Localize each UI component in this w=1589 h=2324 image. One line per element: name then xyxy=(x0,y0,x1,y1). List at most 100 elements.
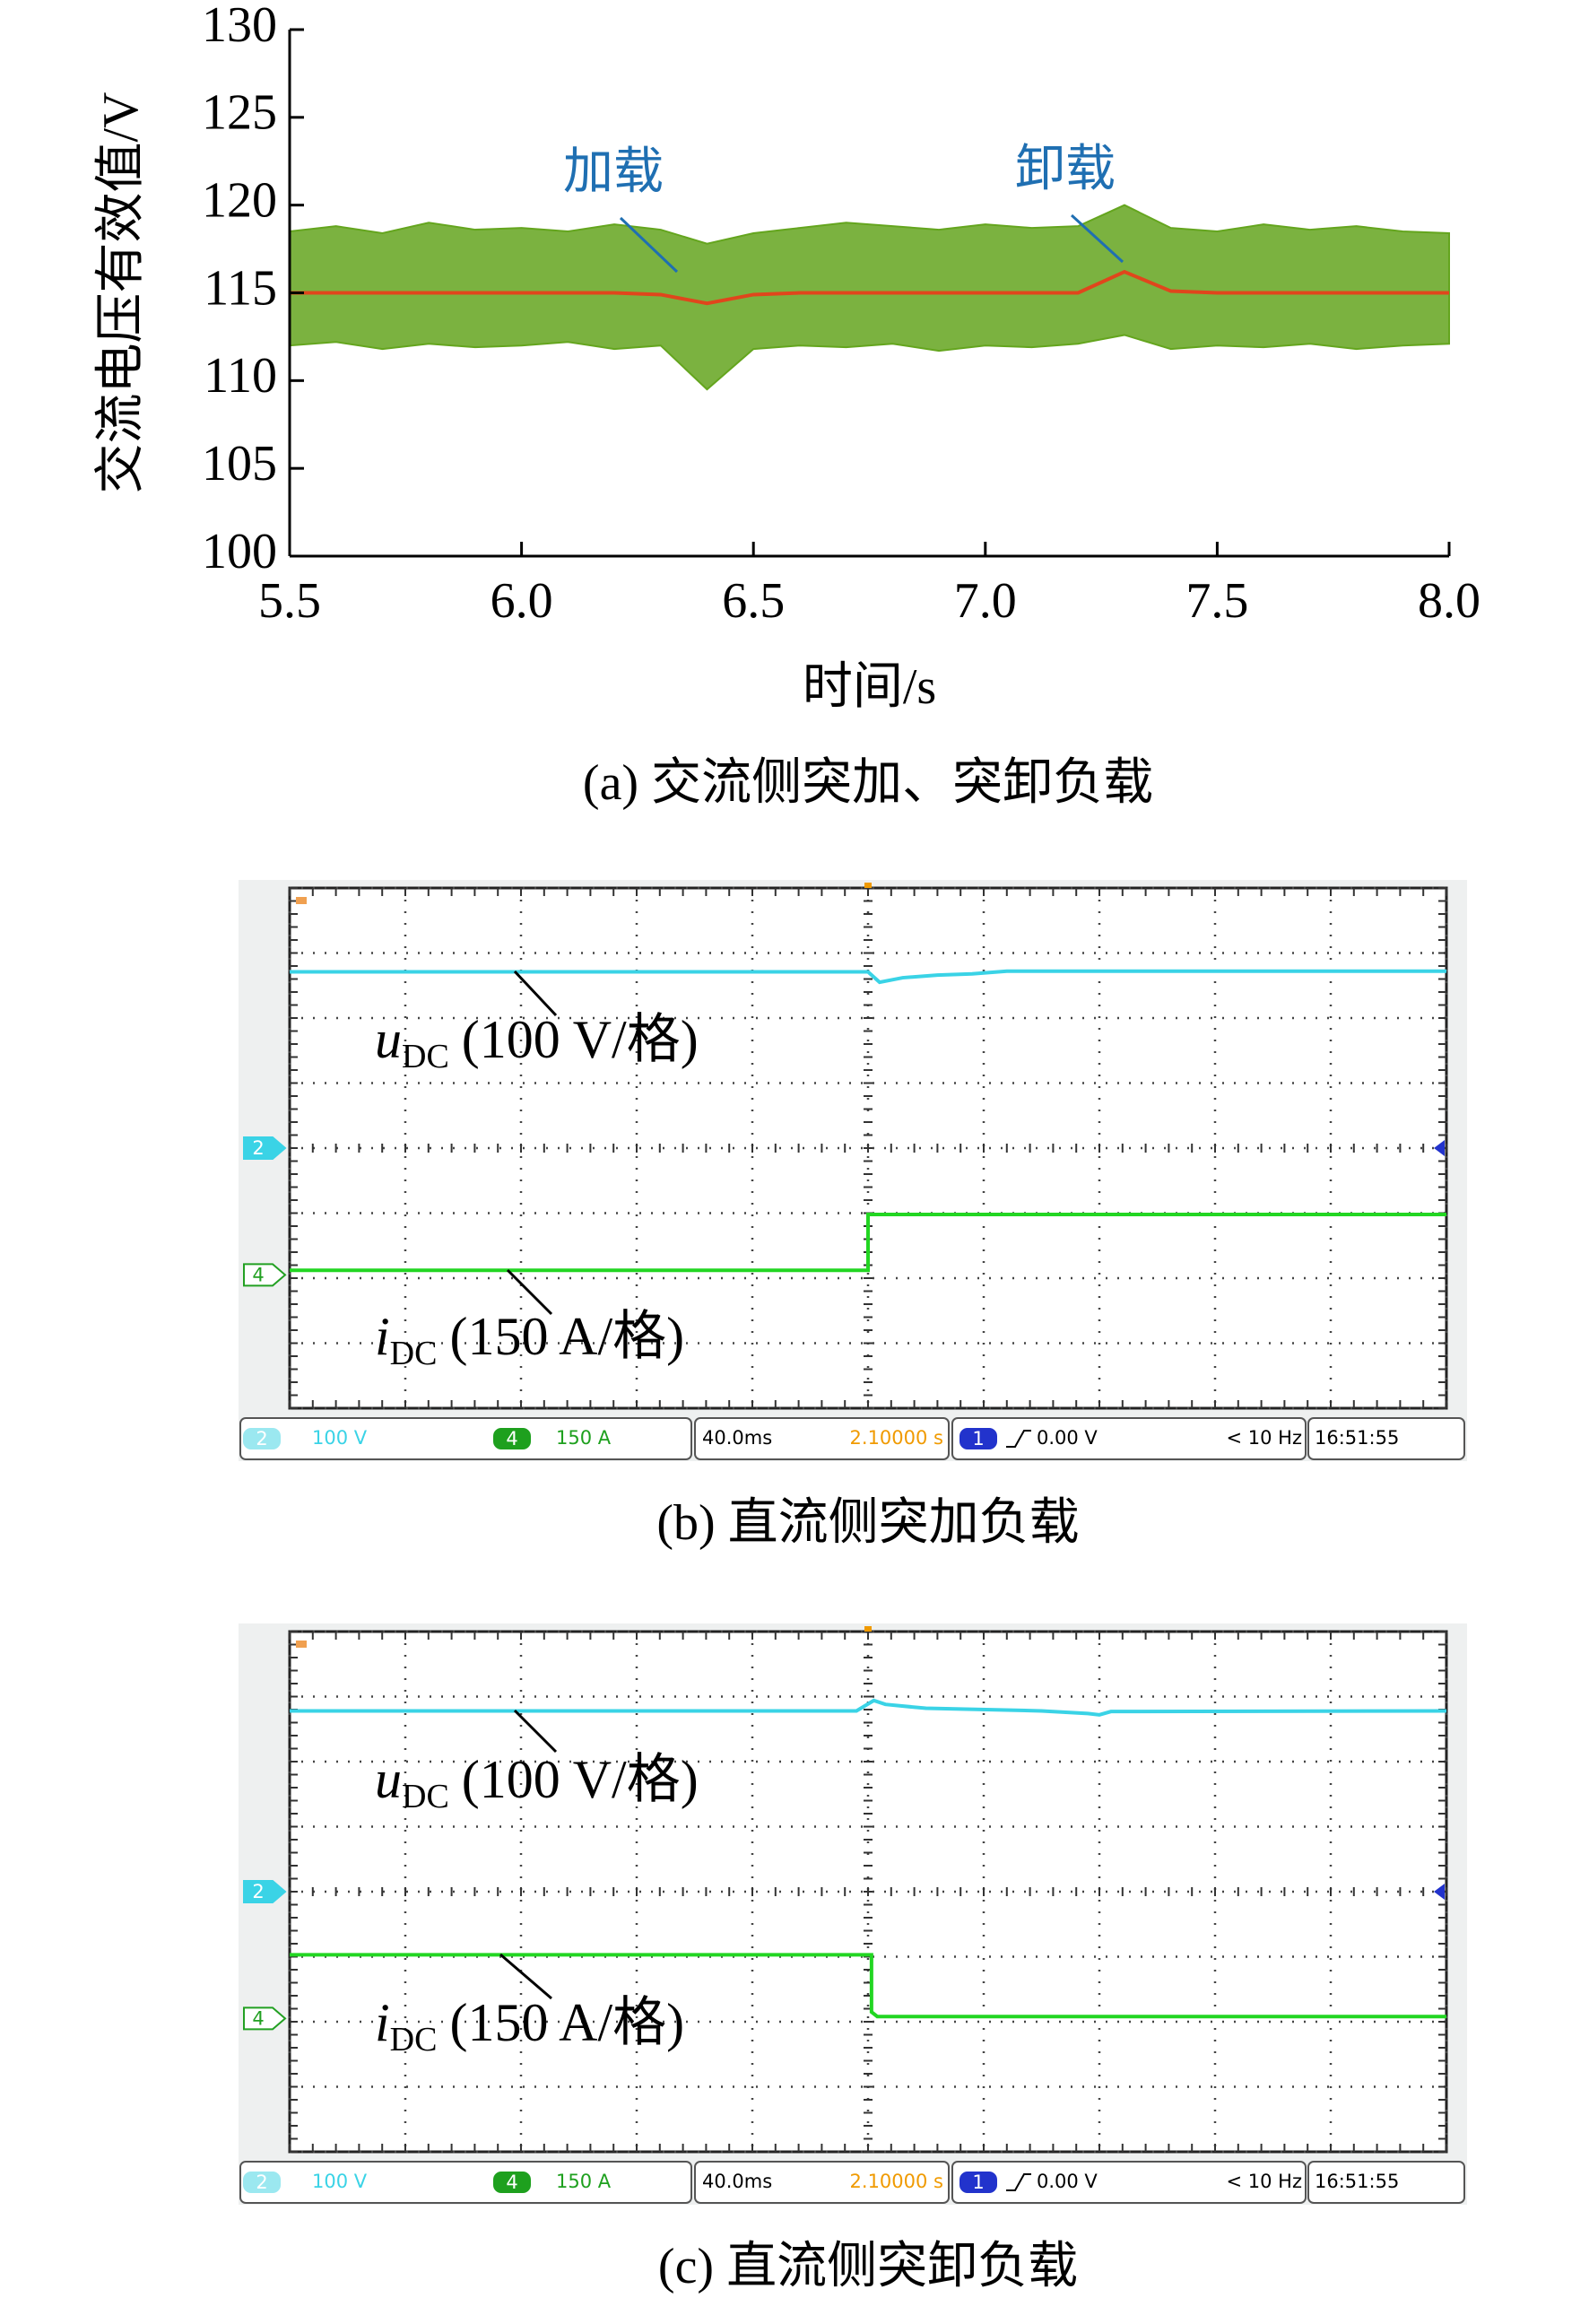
ref-marker xyxy=(296,1641,307,1648)
trigger-marker xyxy=(864,883,872,888)
trigger-marker xyxy=(864,1626,872,1632)
status-chip xyxy=(243,2172,281,2193)
status-text: 150 A xyxy=(556,1427,612,1449)
status-text: 100 V xyxy=(312,1427,368,1449)
y-tick-label: 110 xyxy=(204,348,277,404)
y-tick-label: 105 xyxy=(202,436,277,492)
annotation-symbol: u xyxy=(375,1750,402,1809)
channel-marker-label: 4 xyxy=(252,1264,264,1285)
annotation-symbol: i xyxy=(375,1307,390,1366)
x-tick-label: 7.5 xyxy=(1185,573,1248,629)
status-segment xyxy=(951,2161,1307,2204)
trigger-slope-icon xyxy=(1006,2173,1031,2191)
trigger-level-marker xyxy=(1434,1884,1445,1900)
status-chip-label: 1 xyxy=(972,1428,984,1449)
x-tick-label: 8.0 xyxy=(1418,573,1480,629)
status-text: < 10 Hz xyxy=(1227,1427,1302,1449)
annotation: uDC (100 V/格) xyxy=(375,1750,699,1815)
ref-marker xyxy=(296,897,307,904)
status-segment xyxy=(694,2161,950,2204)
status-text: 100 V xyxy=(312,2171,368,2192)
status-chip-label: 1 xyxy=(972,2172,984,2193)
annotation-symbol: i xyxy=(375,1993,390,2052)
annotation-subscript: DC xyxy=(402,1038,449,1075)
status-text: 2.10000 s xyxy=(850,2171,943,2192)
status-text: 40.0ms xyxy=(702,2171,772,2192)
y-tick-label: 120 xyxy=(202,173,277,229)
trigger-slope-icon xyxy=(1006,1430,1031,1448)
status-chip-label: 2 xyxy=(256,2172,267,2193)
waveform xyxy=(290,1698,1447,1717)
status-segment xyxy=(239,1417,692,1460)
status-text: 0.00 V xyxy=(1037,1427,1098,1449)
annotation-leader xyxy=(619,216,679,274)
x-tick-label: 6.0 xyxy=(491,573,553,629)
x-tick-label: 7.0 xyxy=(954,573,1017,629)
status-chip xyxy=(493,2172,531,2193)
status-segment xyxy=(694,1417,950,1460)
annotation-leader xyxy=(506,1268,553,1316)
channel-marker-label: 4 xyxy=(252,2007,264,2029)
annotation: 加载 xyxy=(563,144,664,200)
y-axis-label: 交流电压有效值/V xyxy=(93,92,149,494)
status-text: 150 A xyxy=(556,2171,612,2192)
annotation-leader xyxy=(513,970,558,1017)
status-text: 16:51:55 xyxy=(1315,2171,1399,2192)
annotation: uDC (100 V/格) xyxy=(375,1010,699,1075)
caption: (c) 直流侧突卸负载 xyxy=(658,2239,1078,2294)
status-segment xyxy=(239,2161,692,2204)
status-text: 40.0ms xyxy=(702,1427,772,1449)
status-text: < 10 Hz xyxy=(1227,2171,1302,2192)
trigger-level-marker xyxy=(1434,1140,1445,1156)
x-tick-label: 5.5 xyxy=(258,573,321,629)
rms-line xyxy=(290,269,1449,306)
status-segment xyxy=(951,1417,1307,1460)
status-chip xyxy=(243,1428,281,1449)
noise-band xyxy=(289,204,1450,391)
annotation-subscript: DC xyxy=(390,2021,438,2059)
status-segment xyxy=(1307,1417,1465,1460)
y-tick-label: 100 xyxy=(202,524,277,579)
status-segment xyxy=(1307,2161,1465,2204)
annotation: iDC (150 A/格) xyxy=(375,1307,684,1372)
annotation-text: (100 V/格) xyxy=(462,1010,699,1069)
waveform xyxy=(290,1212,1446,1273)
annotation-symbol: u xyxy=(375,1010,402,1069)
status-chip xyxy=(493,1428,531,1449)
annotation-leader xyxy=(499,1953,552,2000)
channel-marker xyxy=(243,2006,287,2031)
channel-marker-label: 2 xyxy=(252,1881,264,1902)
status-text: 2.10000 s xyxy=(850,1427,943,1449)
channel-marker xyxy=(243,1136,287,1160)
status-chip xyxy=(959,2172,997,2193)
waveform xyxy=(290,1953,1446,2019)
x-tick-label: 6.5 xyxy=(722,573,785,629)
annotation-leader xyxy=(513,1709,558,1754)
y-tick-label: 115 xyxy=(204,260,277,316)
channel-marker xyxy=(243,1880,287,1903)
status-chip-label: 4 xyxy=(506,1428,517,1449)
annotation-subscript: DC xyxy=(390,1335,438,1372)
annotation: iDC (150 A/格) xyxy=(375,1993,684,2059)
status-text: 16:51:55 xyxy=(1315,1427,1399,1449)
waveform xyxy=(290,969,1446,985)
channel-marker xyxy=(243,1263,287,1287)
x-axis-label: 时间/s xyxy=(803,659,936,715)
caption: (b) 直流侧突加负载 xyxy=(656,1495,1079,1551)
annotation-leader xyxy=(1070,213,1124,264)
annotation: 卸载 xyxy=(1015,142,1116,197)
status-text: 0.00 V xyxy=(1037,2171,1098,2192)
y-tick-label: 130 xyxy=(202,0,277,53)
annotation-text: (100 V/格) xyxy=(462,1750,699,1809)
annotation-text: (150 A/格) xyxy=(449,1993,684,2052)
annotation-text: (150 A/格) xyxy=(449,1307,684,1366)
caption: (a) 交流侧突加、突卸负载 xyxy=(583,755,1153,811)
y-tick-label: 125 xyxy=(202,85,277,141)
status-chip-label: 4 xyxy=(506,2172,517,2193)
status-chip xyxy=(959,1428,997,1449)
channel-marker-label: 2 xyxy=(252,1137,264,1159)
annotation-subscript: DC xyxy=(402,1778,449,1815)
status-chip-label: 2 xyxy=(256,1428,267,1449)
